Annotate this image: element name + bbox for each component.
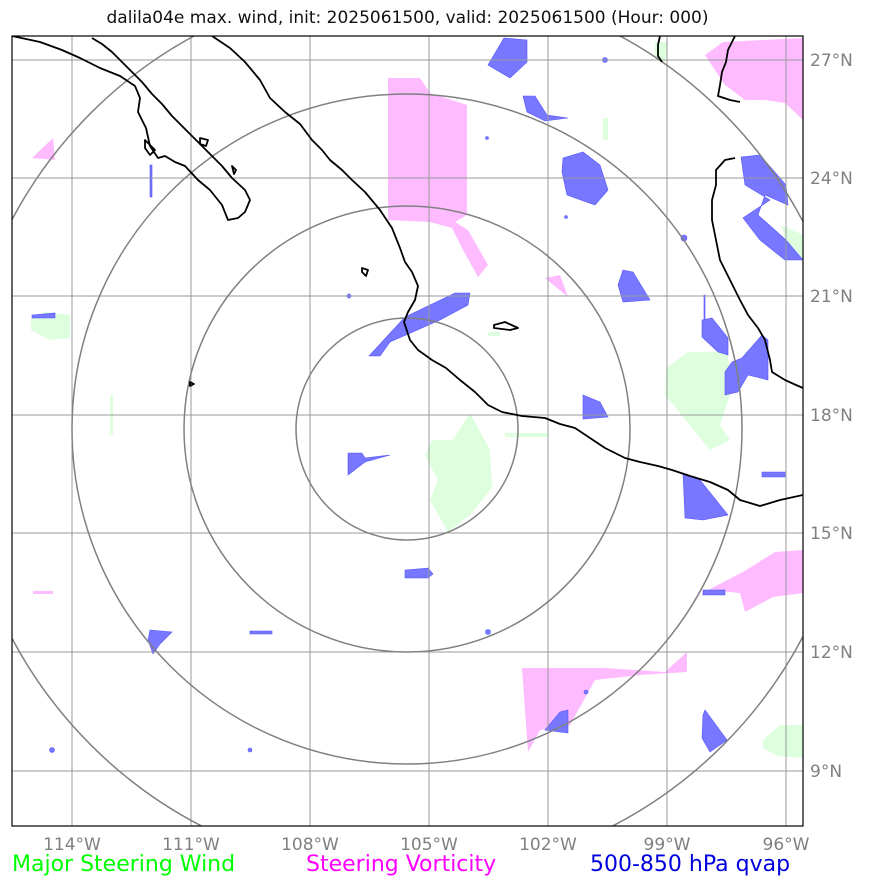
qvap-patch xyxy=(147,629,173,655)
qvap-spot xyxy=(247,747,253,753)
gulf-east-coast xyxy=(657,36,663,63)
vorticity-patch xyxy=(522,652,687,752)
qvap-spot xyxy=(583,689,589,695)
lat-tick-label: 24°N xyxy=(810,169,853,189)
qvap-spot xyxy=(485,136,489,140)
wind-patch xyxy=(31,312,70,340)
texas-coast xyxy=(717,36,741,103)
maria-islands xyxy=(493,321,519,331)
map-frame xyxy=(11,35,804,827)
range-ring-third xyxy=(71,93,743,765)
legend-steering-vorticity: Steering Vorticity xyxy=(306,852,497,877)
coastlines xyxy=(12,36,803,507)
qvap-spot xyxy=(564,215,568,219)
qvap-patch xyxy=(544,709,569,734)
lat-lon-grid xyxy=(12,36,803,826)
major-steering-wind-layer xyxy=(31,42,803,758)
lon-tick-label: 111°W xyxy=(162,835,220,855)
wind-patch xyxy=(488,332,500,336)
qvap-patch xyxy=(582,394,609,420)
latitude-labels: 27°N 24°N 21°N 18°N 15°N 12°N 9°N xyxy=(810,51,853,782)
lon-tick-label: 99°W xyxy=(644,835,691,855)
range-rings xyxy=(12,36,803,826)
lat-tick-label: 21°N xyxy=(810,287,853,307)
mexico-mainland-coast xyxy=(211,36,803,507)
longitude-labels: 114°W 111°W 108°W 105°W 102°W 99°W 96°W xyxy=(43,835,810,855)
legend-major-steering-wind: Major Steering Wind xyxy=(12,852,236,877)
wind-patch xyxy=(603,118,608,140)
lon-tick-label: 96°W xyxy=(763,835,810,855)
isla-tiburon xyxy=(144,139,156,156)
qvap-patch xyxy=(487,37,528,79)
map-title: dalila04e max. wind, init: 2025061500, v… xyxy=(106,8,709,28)
qvap-patch xyxy=(617,269,651,303)
wind-patch xyxy=(763,725,803,758)
wind-patch xyxy=(505,433,548,437)
lon-tick-label: 108°W xyxy=(281,835,339,855)
lon-tick-label: 102°W xyxy=(519,835,577,855)
qvap-patch xyxy=(701,709,728,753)
wind-patch xyxy=(425,413,492,532)
qvap-patch xyxy=(761,471,786,478)
baja-california-coast xyxy=(12,36,251,221)
qvap-patch xyxy=(701,317,729,356)
legend-qvap: 500-850 hPa qvap xyxy=(590,852,791,877)
qvap-patch xyxy=(368,292,471,357)
small-island xyxy=(199,137,209,147)
lon-tick-label: 105°W xyxy=(400,835,458,855)
qvap-patch xyxy=(31,312,56,319)
qvap-patch xyxy=(724,334,769,396)
wind-patch xyxy=(665,352,730,450)
qvap-patch xyxy=(249,630,273,635)
range-ring-inner xyxy=(295,317,519,541)
lat-tick-label: 27°N xyxy=(810,51,853,71)
qvap-streak xyxy=(149,164,153,198)
qvap-spot xyxy=(485,629,491,635)
qvap-patch xyxy=(522,95,569,122)
vorticity-patch xyxy=(545,275,568,297)
qvap-patch xyxy=(702,589,726,596)
small-island xyxy=(231,165,237,175)
qvap-patch xyxy=(404,567,434,579)
gulf-coast-mexico xyxy=(711,157,803,389)
qvap-patch xyxy=(347,452,391,476)
range-ring-second xyxy=(183,205,631,653)
lon-tick-label: 114°W xyxy=(43,835,101,855)
small-island xyxy=(189,381,195,387)
vorticity-patch xyxy=(32,138,55,160)
lat-tick-label: 12°N xyxy=(810,643,853,663)
vorticity-patch xyxy=(33,591,53,594)
qvap-spot xyxy=(49,747,55,753)
vorticity-patch xyxy=(708,550,803,612)
lat-tick-label: 9°N xyxy=(810,762,842,782)
lat-tick-label: 15°N xyxy=(810,524,853,544)
vorticity-patch xyxy=(705,38,803,120)
lat-tick-label: 18°N xyxy=(810,406,853,426)
qvap-streak xyxy=(703,294,706,321)
small-island xyxy=(361,267,369,277)
map-plot-area xyxy=(12,36,803,826)
